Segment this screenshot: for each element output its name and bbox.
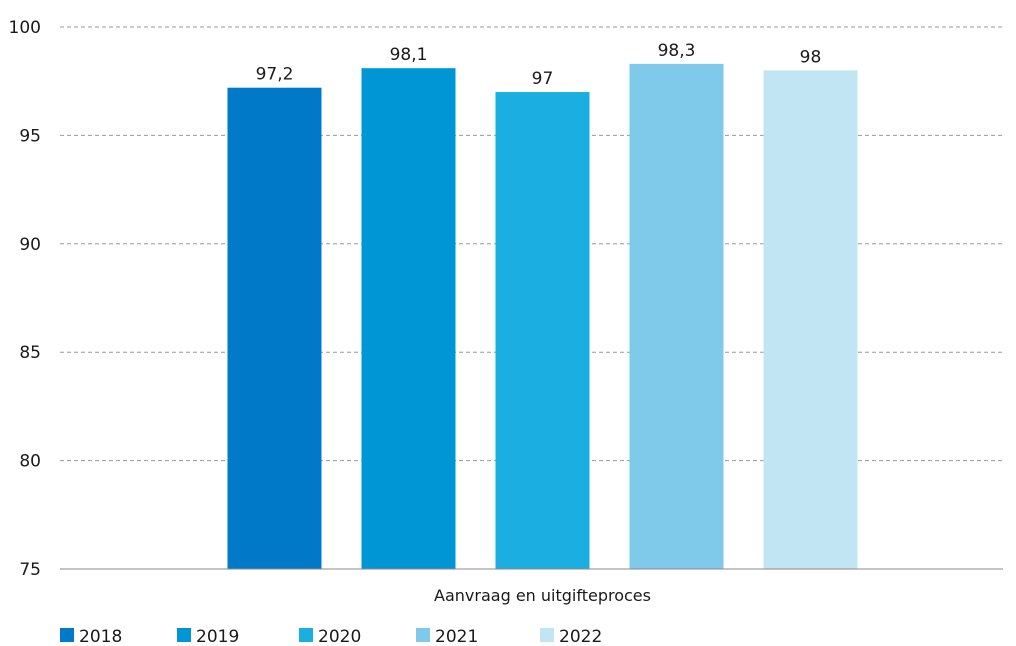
legend-label-2022: 2022 (559, 627, 602, 646)
y-tick-label: 100 (9, 18, 41, 38)
legend-swatch-2018 (60, 628, 74, 642)
legend-label-2019: 2019 (196, 627, 239, 646)
y-tick-label: 95 (19, 126, 41, 146)
data-label-2021: 98,3 (658, 41, 696, 61)
y-axis-ticks: 75 80 85 90 95 100 (9, 18, 41, 580)
legend-swatch-2021 (416, 628, 430, 642)
bar-2018 (227, 87, 322, 569)
bar-2022 (763, 70, 858, 570)
bar-2021 (629, 63, 724, 570)
data-label-2019: 98,1 (390, 45, 428, 65)
y-tick-label: 90 (19, 235, 41, 255)
data-label-2018: 97,2 (256, 65, 294, 85)
bar-2020 (495, 92, 590, 569)
data-label-2022: 98 (800, 47, 822, 67)
legend-swatch-2020 (299, 628, 313, 642)
legend: 2018 2019 2020 2021 2022 (60, 627, 602, 646)
y-tick-label: 80 (19, 452, 41, 472)
legend-label-2018: 2018 (79, 627, 122, 646)
legend-label-2021: 2021 (435, 627, 478, 646)
y-tick-label: 75 (19, 560, 41, 580)
bar-2019 (361, 68, 456, 569)
legend-label-2020: 2020 (318, 627, 361, 646)
bars (227, 63, 858, 570)
y-tick-label: 85 (19, 343, 41, 363)
category-label: Aanvraag en uitgifteproces (434, 586, 651, 605)
data-labels: 97,2 98,1 97 98,3 98 (256, 41, 822, 89)
data-label-2020: 97 (532, 69, 554, 89)
legend-swatch-2022 (540, 628, 554, 642)
legend-swatch-2019 (177, 628, 191, 642)
